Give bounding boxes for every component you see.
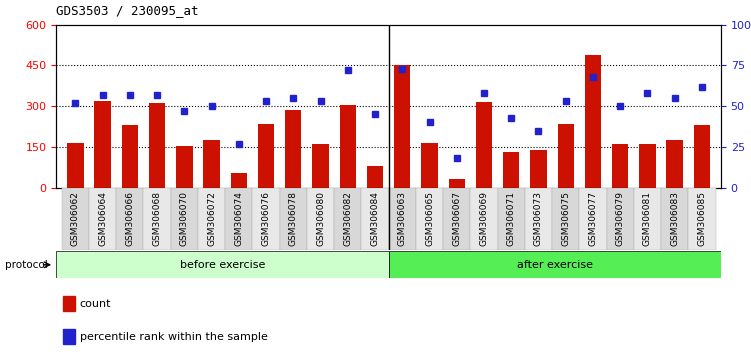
Bar [498,188,525,250]
Bar [557,124,574,188]
Bar [612,144,629,188]
Bar [394,65,411,188]
Text: GSM306075: GSM306075 [561,191,570,246]
Text: GSM306062: GSM306062 [71,191,80,246]
Bar [416,188,443,250]
Text: GSM306065: GSM306065 [425,191,434,246]
Bar [252,188,279,250]
Bar [634,188,661,250]
Bar [339,105,356,188]
Bar [204,140,220,188]
Bar [525,188,552,250]
Text: GSM306064: GSM306064 [98,191,107,246]
Bar [68,143,83,188]
Bar [89,188,116,250]
Bar [694,125,710,188]
Bar [231,173,247,188]
Bar [661,188,688,250]
Bar [63,329,75,344]
Bar [530,150,547,188]
Text: GSM306080: GSM306080 [316,191,325,246]
Text: GSM306083: GSM306083 [670,191,679,246]
Text: GSM306072: GSM306072 [207,191,216,246]
Text: after exercise: after exercise [517,259,593,270]
Text: GSM306074: GSM306074 [234,191,243,246]
Text: GSM306066: GSM306066 [125,191,134,246]
Bar [607,188,634,250]
Text: GDS3503 / 230095_at: GDS3503 / 230095_at [56,4,199,17]
Text: GSM306084: GSM306084 [370,191,379,246]
Bar [579,188,607,250]
Text: GSM306082: GSM306082 [343,191,352,246]
Bar [448,179,465,188]
Bar [225,188,252,250]
Text: GSM306068: GSM306068 [152,191,161,246]
Text: GSM306073: GSM306073 [534,191,543,246]
Text: GSM306071: GSM306071 [507,191,516,246]
Text: GSM306067: GSM306067 [452,191,461,246]
Text: GSM306078: GSM306078 [289,191,298,246]
Bar [56,251,389,278]
Bar [258,124,274,188]
Bar [116,188,143,250]
Bar [279,188,307,250]
Text: before exercise: before exercise [179,259,265,270]
Bar [470,188,498,250]
Text: GSM306069: GSM306069 [479,191,488,246]
Bar [176,145,192,188]
Text: GSM306070: GSM306070 [179,191,189,246]
Bar [285,110,301,188]
Text: GSM306079: GSM306079 [616,191,625,246]
Bar [312,144,329,188]
Bar [62,188,89,250]
Bar [443,188,470,250]
Bar [503,152,520,188]
Bar [361,188,389,250]
Bar [366,166,383,188]
Text: GSM306077: GSM306077 [589,191,598,246]
Text: GSM306063: GSM306063 [398,191,407,246]
Bar [666,140,683,188]
Bar [389,188,416,250]
Bar [198,188,225,250]
Bar [170,188,198,250]
Bar [476,102,492,188]
Bar [307,188,334,250]
Bar [585,55,601,188]
Bar [95,101,111,188]
Text: protocol: protocol [5,260,48,270]
Text: percentile rank within the sample: percentile rank within the sample [80,332,267,342]
Bar [639,144,656,188]
Text: count: count [80,299,111,309]
Bar [143,188,170,250]
Bar [552,188,579,250]
Text: GSM306076: GSM306076 [261,191,270,246]
Text: GSM306085: GSM306085 [698,191,707,246]
Text: GSM306081: GSM306081 [643,191,652,246]
Bar [63,296,75,312]
Bar [688,188,716,250]
Bar [389,251,721,278]
Bar [334,188,361,250]
Bar [122,125,138,188]
Bar [421,143,438,188]
Bar [149,103,165,188]
